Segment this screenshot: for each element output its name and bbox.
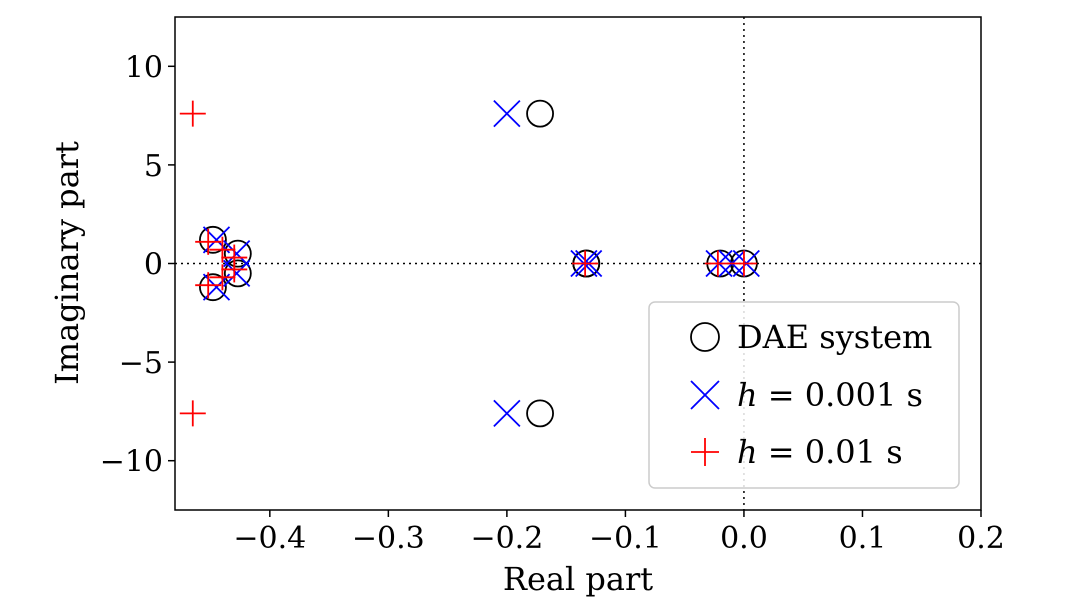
data-point-circle xyxy=(223,239,252,268)
y-axis-label: Imaginary part xyxy=(48,141,86,385)
x-tick-label: 0.2 xyxy=(957,521,1005,556)
data-point-circle xyxy=(526,399,554,428)
data-point-x xyxy=(222,259,251,287)
data-point-plus xyxy=(221,256,248,283)
y-tick-label: 10 xyxy=(125,50,163,85)
x-axis-label: Real part xyxy=(503,560,653,598)
x-tick-label: 0.1 xyxy=(839,521,887,556)
x-tick-label: −0.4 xyxy=(233,521,306,556)
data-point-circle xyxy=(223,259,252,288)
y-tick-label: 5 xyxy=(144,149,163,184)
y-tick-label: −5 xyxy=(119,346,163,381)
x-tick-label: −0.2 xyxy=(470,521,543,556)
data-point-x xyxy=(493,399,521,428)
legend-marker-circle xyxy=(690,322,720,352)
y-tick-label: −10 xyxy=(100,445,163,480)
data-point-plus xyxy=(195,272,222,299)
data-point-circle xyxy=(526,99,554,128)
legend-label: h = 0.001 s xyxy=(737,376,923,414)
y-axis-ticks: 10 5 0 −5 −10 xyxy=(100,50,175,480)
data-point-x xyxy=(222,240,251,268)
x-tick-label: −0.1 xyxy=(589,521,662,556)
x-axis-ticks: −0.4 −0.3 −0.2 −0.1 0.0 0.1 0.2 xyxy=(233,510,1005,556)
legend-label: h = 0.01 s xyxy=(737,433,903,471)
legend: DAE system h = 0.001 s h = 0.01 s xyxy=(648,301,960,489)
y-tick-label: 0 xyxy=(144,248,163,283)
data-point-plus xyxy=(704,250,731,277)
legend-marker-plus xyxy=(691,438,719,466)
data-point-plus xyxy=(179,100,206,127)
x-tick-label: −0.3 xyxy=(352,521,425,556)
x-tick-label: 0.0 xyxy=(720,521,768,556)
legend-marker-x xyxy=(690,380,720,410)
legend-label: DAE system xyxy=(737,318,932,356)
data-point-x xyxy=(493,99,521,128)
data-point-plus xyxy=(730,250,757,277)
data-point-circle xyxy=(199,225,227,254)
data-point-plus xyxy=(195,228,222,255)
data-point-circle xyxy=(199,273,227,302)
legend-box xyxy=(648,301,960,489)
series-plus xyxy=(179,100,757,427)
data-point-plus xyxy=(179,400,206,427)
data-point-plus xyxy=(572,250,599,277)
